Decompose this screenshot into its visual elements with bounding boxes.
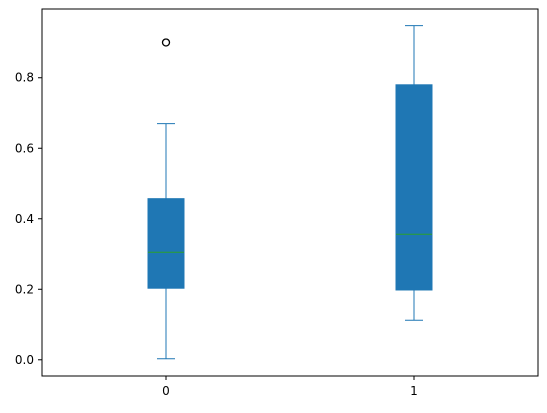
y-tick-label: 0.6 xyxy=(15,141,34,155)
box-group-1 xyxy=(395,25,433,321)
plot-frame xyxy=(41,8,539,377)
y-tick-label: 0.8 xyxy=(15,71,34,85)
outlier-point xyxy=(161,38,171,47)
y-tick-label: 0.2 xyxy=(15,282,34,296)
box-group-0 xyxy=(147,38,185,360)
iqr-box xyxy=(395,84,433,291)
y-tick-label: 0.4 xyxy=(15,212,34,226)
axes-group: 0.0 0.2 0.4 0.6 0.8 0 1 xyxy=(15,71,418,398)
y-tick-label: 0.0 xyxy=(15,353,34,367)
x-tick-label: 0 xyxy=(162,384,170,398)
plot-marks xyxy=(147,25,433,360)
iqr-box xyxy=(147,198,185,289)
x-tick-label: 1 xyxy=(410,384,418,398)
